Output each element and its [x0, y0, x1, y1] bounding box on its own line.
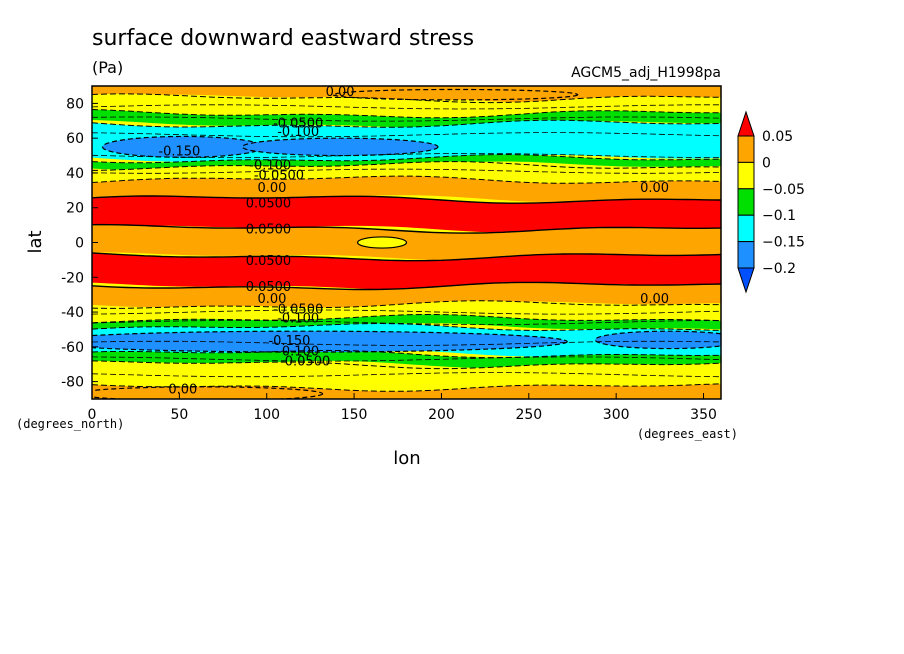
band-2: [92, 109, 721, 129]
contour-line-9: [92, 281, 721, 291]
contour-label-1: -0.0500: [273, 117, 323, 132]
contour-dashed-2: [92, 132, 721, 138]
contour-label-14: -0.0500: [273, 303, 323, 318]
y-tick-label-0: 80: [66, 96, 84, 112]
blob-sh-150: [92, 330, 568, 353]
contour-line-15: [92, 383, 721, 392]
colorbar-label-5: −0.2: [762, 261, 796, 277]
contour-line-1: [92, 109, 721, 119]
contour-dashed-9: [92, 372, 721, 378]
contour-dashed-0: [92, 104, 721, 110]
contour-line-14: [92, 360, 721, 370]
contour-line-7: [92, 223, 721, 234]
colorbar-segment-3: [737, 214, 755, 243]
band-7: [92, 196, 721, 233]
y-tick-label-1: 60: [66, 131, 84, 147]
colorbar: 0.05 0 −0.05 −0.1 −0.15 −0.2: [737, 110, 805, 294]
contour-dashed-8: [92, 356, 721, 362]
contour-label-12: 0.00: [257, 292, 286, 307]
y-tick-label-8: -80: [61, 375, 84, 391]
contour-label-13: 0.00: [640, 292, 669, 307]
x-tick-label-1: 50: [170, 407, 188, 423]
band-10: [92, 282, 721, 309]
y-units-label: (degrees_north): [16, 417, 124, 431]
contour-label-6: 0.00: [257, 181, 286, 196]
contour-line-6: [92, 195, 721, 204]
contour-dashed-6: [92, 320, 721, 325]
contour-label-17: -0.100: [277, 344, 319, 359]
contour-line-10: [92, 300, 721, 309]
y-tick-label-7: -60: [61, 340, 84, 356]
x-tick-label-5: 250: [515, 407, 542, 423]
contour-line-11: [92, 314, 721, 324]
contour-label-5: -0.0500: [254, 169, 304, 184]
units-label: (Pa): [92, 58, 123, 77]
contour-line-8: [92, 252, 721, 262]
contour-dashed-3: [92, 153, 721, 158]
colorbar-segment-4: [737, 241, 755, 269]
colorbar-label-1: 0: [762, 155, 771, 171]
contour-line-5: [92, 175, 721, 184]
x-tick-label-3: 150: [341, 407, 368, 423]
colorbar-bottom-arrow: [737, 267, 755, 294]
blob-polar-north: [332, 88, 579, 101]
plot-area: [92, 86, 721, 399]
chart-title: surface downward eastward stress: [92, 26, 474, 51]
band-6: [92, 176, 721, 203]
x-tick-label-6: 300: [603, 407, 630, 423]
x-tick-label-4: 200: [428, 407, 455, 423]
contour-dashed-7: [92, 340, 721, 346]
contour-line-4: [92, 161, 721, 171]
contour-label-4: -0.100: [249, 158, 291, 173]
contour-line-13: [92, 349, 721, 359]
band-11: [92, 300, 721, 323]
colorbar-segment-1: [737, 161, 755, 190]
y-tick-label-2: 40: [66, 166, 84, 182]
dataset-label: AGCM5_adj_H1998pa: [571, 65, 721, 81]
colorbar-label-2: −0.05: [762, 182, 805, 198]
x-units-label: (degrees_east): [637, 427, 738, 441]
contour-label-8: 0.0500: [246, 197, 292, 212]
contour-label-18: -0.0500: [280, 355, 330, 370]
y-tick-label-4: 0: [75, 236, 84, 252]
colorbar-top-arrow: [737, 110, 755, 137]
contour-dashed-4: [92, 168, 721, 174]
contour-label-16: -0.150: [268, 334, 310, 349]
band-15: [92, 360, 721, 392]
blob-sh-150-east: [594, 330, 721, 350]
contour-label-3: -0.150: [158, 144, 200, 159]
x-tick-label-0: 0: [88, 407, 97, 423]
blob-nh-150-center: [241, 137, 439, 157]
colorbar-segment-2: [737, 188, 755, 216]
colorbar-label-3: −0.1: [762, 208, 796, 224]
y-tick-label-3: 20: [66, 201, 84, 217]
y-tick-label-6: -40: [61, 305, 84, 321]
contour-dashed-5: [92, 309, 721, 315]
contour-label-2: -0.100: [277, 125, 319, 140]
x-axis-label: lon: [393, 448, 420, 469]
contour-label-19: 0.00: [168, 383, 197, 398]
band-9: [92, 253, 721, 291]
contour-line-12: [92, 322, 721, 332]
colorbar-label-4: −0.15: [762, 235, 805, 251]
contour-label-15: -0.100: [277, 311, 319, 326]
y-tick-label-5: -20: [61, 270, 84, 286]
contour-label-9: 0.0500: [246, 223, 292, 238]
contour-line-3: [92, 153, 721, 164]
contour-label-10: 0.0500: [246, 254, 292, 269]
contour-label-7: 0.00: [640, 181, 669, 196]
colorbar-label-0: 0.05: [762, 129, 793, 145]
x-tick-label-7: 350: [690, 407, 717, 423]
x-tick-label-2: 100: [253, 407, 280, 423]
band-14: [92, 350, 721, 368]
contour-line-0: [92, 93, 721, 104]
contour-dashed-1: [92, 116, 721, 122]
y-axis-label: lat: [25, 230, 46, 253]
contour-label-11: 0.0500: [246, 280, 292, 295]
contour-label-0: 0.00: [326, 85, 355, 100]
colorbar-segment-0: [737, 135, 755, 163]
contour-line-2: [92, 119, 721, 128]
blob-equatorial: [356, 236, 408, 249]
